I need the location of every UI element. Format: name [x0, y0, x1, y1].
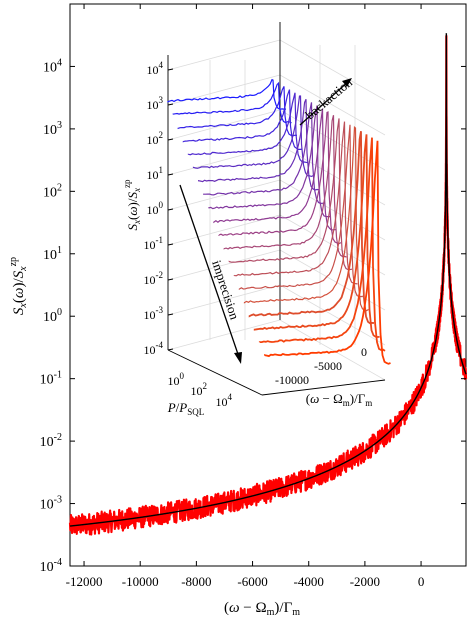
- inset-z-tick-label: 102: [147, 130, 164, 147]
- imprecision-arrow: [179, 184, 241, 361]
- inset-z-tick-label: 103: [147, 95, 164, 112]
- main-y-axis-label: Sx(ω)/Sxzp: [8, 257, 29, 315]
- y-tick-label: 10-3: [40, 495, 62, 513]
- inset-trace: [264, 140, 391, 365]
- x-tick-label: -8000: [181, 574, 211, 589]
- inset-p-tick-label: 104: [216, 392, 233, 409]
- inset-grid-line: [279, 74, 386, 136]
- inset-grid-line: [167, 319, 281, 351]
- inset-grid-line: [167, 74, 281, 106]
- inset-grid-line: [167, 39, 281, 71]
- inset-x-axis-line: [261, 379, 386, 396]
- inset-z-tick-label: 10-2: [144, 270, 164, 287]
- main-axes: [69, 3, 467, 567]
- inset-z-tick-label: 10-4: [144, 340, 164, 357]
- main-plot-frame: [69, 3, 467, 567]
- y-tick-label: 104: [43, 57, 62, 75]
- inset-z-tick-mark: [167, 103, 174, 106]
- inset-z-tick-label: 100: [147, 200, 164, 217]
- inset-x-tick-label: -10000: [275, 373, 309, 387]
- inset-z-tick-mark: [167, 208, 174, 211]
- y-tick-label: 101: [43, 245, 62, 263]
- inset-z-tick-mark: [167, 243, 174, 246]
- inset-trace: [177, 86, 298, 137]
- inset-trace: [192, 95, 314, 178]
- inset-trace: [182, 89, 303, 150]
- imprecision-arrowhead: [234, 352, 242, 364]
- y-tick-label: 100: [43, 307, 62, 325]
- inset-grid-line: [279, 39, 386, 101]
- inset-trace: [258, 137, 386, 352]
- inset-x-axis-label: (ω − Ωm)/Γm: [306, 391, 373, 408]
- inset-x-tick-label: -5000: [314, 359, 342, 373]
- inset-trace: [243, 126, 369, 312]
- inset-trace: [198, 98, 320, 191]
- inset-back-wall-left: [168, 22, 280, 350]
- inset-p-tick-label: 102: [191, 381, 208, 398]
- main-x-axis-label: (ω − Ωm)/Γm: [224, 600, 300, 618]
- inset-trace: [233, 121, 358, 285]
- inset-grid-line: [167, 214, 281, 246]
- inset-trace: [172, 81, 292, 124]
- inset-floor: [168, 320, 385, 395]
- inset-z-tick-label: 10-3: [144, 305, 164, 322]
- x-tick-label: -4000: [294, 574, 324, 589]
- inset-z-tick-mark: [167, 138, 174, 141]
- main-ticks: -12000 -10000 -8000 -6000 -4000 -2000 010-410-…: [40, 4, 466, 589]
- inset-trace: [238, 124, 364, 298]
- inset-grid-line: [167, 284, 281, 316]
- y-tick-label: 10-4: [40, 557, 62, 575]
- inset-grid: [167, 22, 386, 396]
- inset-trace: [208, 105, 330, 218]
- inset-p-tick-label: 100: [168, 371, 185, 388]
- inset-z-tick-label: 104: [147, 60, 164, 77]
- x-tick-label: -10000: [122, 574, 159, 589]
- inset-grid-line: [167, 249, 281, 281]
- x-tick-label: -2000: [350, 574, 380, 589]
- inset-trace: [213, 108, 336, 231]
- x-tick-label: -12000: [66, 574, 103, 589]
- inset-trace: [228, 118, 353, 271]
- inset-trace: [167, 78, 286, 110]
- inset-z-tick-mark: [167, 348, 174, 351]
- inset-z-tick-mark: [167, 278, 174, 281]
- inset-z-tick-mark: [167, 173, 174, 176]
- inset-trace: [253, 134, 380, 338]
- inset-p-axis-line: [167, 349, 263, 396]
- backaction-arrow: [299, 79, 351, 126]
- y-tick-label: 102: [43, 182, 62, 200]
- x-tick-label: -6000: [237, 574, 267, 589]
- main-series: [68, 33, 468, 536]
- fit-line: [69, 33, 467, 527]
- inset-traces: [167, 78, 391, 365]
- inset-z-tick-mark: [167, 68, 174, 71]
- inset-trace: [248, 131, 375, 325]
- inset-grid-line: [279, 319, 386, 381]
- inset-p-axis-label: P/PSQL: [167, 400, 205, 417]
- inset-grid-line: [279, 249, 386, 311]
- inset-z-tick-label: 10-1: [144, 235, 164, 252]
- x-tick-label: 0: [418, 574, 425, 589]
- inset-3d-chart: 10-4 10-3 10-2 10-1 100 101 102 103 104 100 102 104…: [122, 22, 391, 417]
- y-tick-label: 10-2: [40, 432, 62, 450]
- inset-trace: [187, 92, 309, 164]
- backaction-arrowhead: [342, 78, 352, 87]
- inset-ticks: 10-4 10-3 10-2 10-1 100 101 102 103 104 100 102 104…: [144, 60, 368, 409]
- inset-trace: [203, 102, 325, 205]
- inset-trace: [218, 111, 342, 245]
- inset-z-tick-mark: [167, 313, 174, 316]
- y-tick-label: 10-1: [40, 370, 62, 388]
- inset-x-tick-label: 0: [361, 345, 367, 359]
- inset-grid-line: [279, 284, 386, 346]
- inset-z-axis-label: Sx(ω)/Sxzp: [122, 179, 142, 230]
- inset-trace: [223, 115, 347, 258]
- y-tick-label: 103: [43, 120, 62, 138]
- inset-z-tick-label: 101: [147, 165, 164, 182]
